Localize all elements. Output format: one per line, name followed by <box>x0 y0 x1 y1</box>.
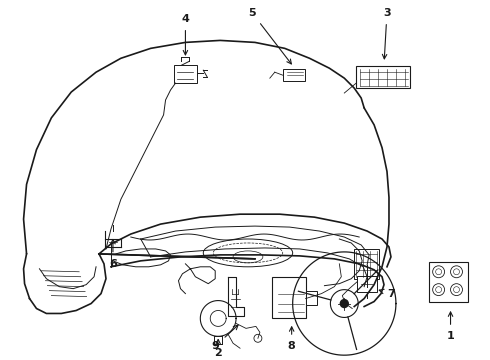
Bar <box>173 65 197 83</box>
Text: 3: 3 <box>382 8 391 59</box>
Bar <box>357 276 377 292</box>
Text: 9: 9 <box>211 325 238 351</box>
Text: 2: 2 <box>214 339 222 358</box>
Text: 4: 4 <box>181 14 189 55</box>
Bar <box>283 69 305 81</box>
Text: 1: 1 <box>447 312 454 341</box>
Text: 8: 8 <box>288 327 295 351</box>
Text: 5: 5 <box>248 8 292 64</box>
Bar <box>356 66 410 88</box>
Text: 7: 7 <box>379 289 395 298</box>
Bar <box>272 277 306 319</box>
Bar <box>306 291 318 305</box>
Text: 6: 6 <box>109 239 117 269</box>
Bar <box>429 262 468 302</box>
Circle shape <box>341 300 348 307</box>
Bar <box>354 249 379 279</box>
